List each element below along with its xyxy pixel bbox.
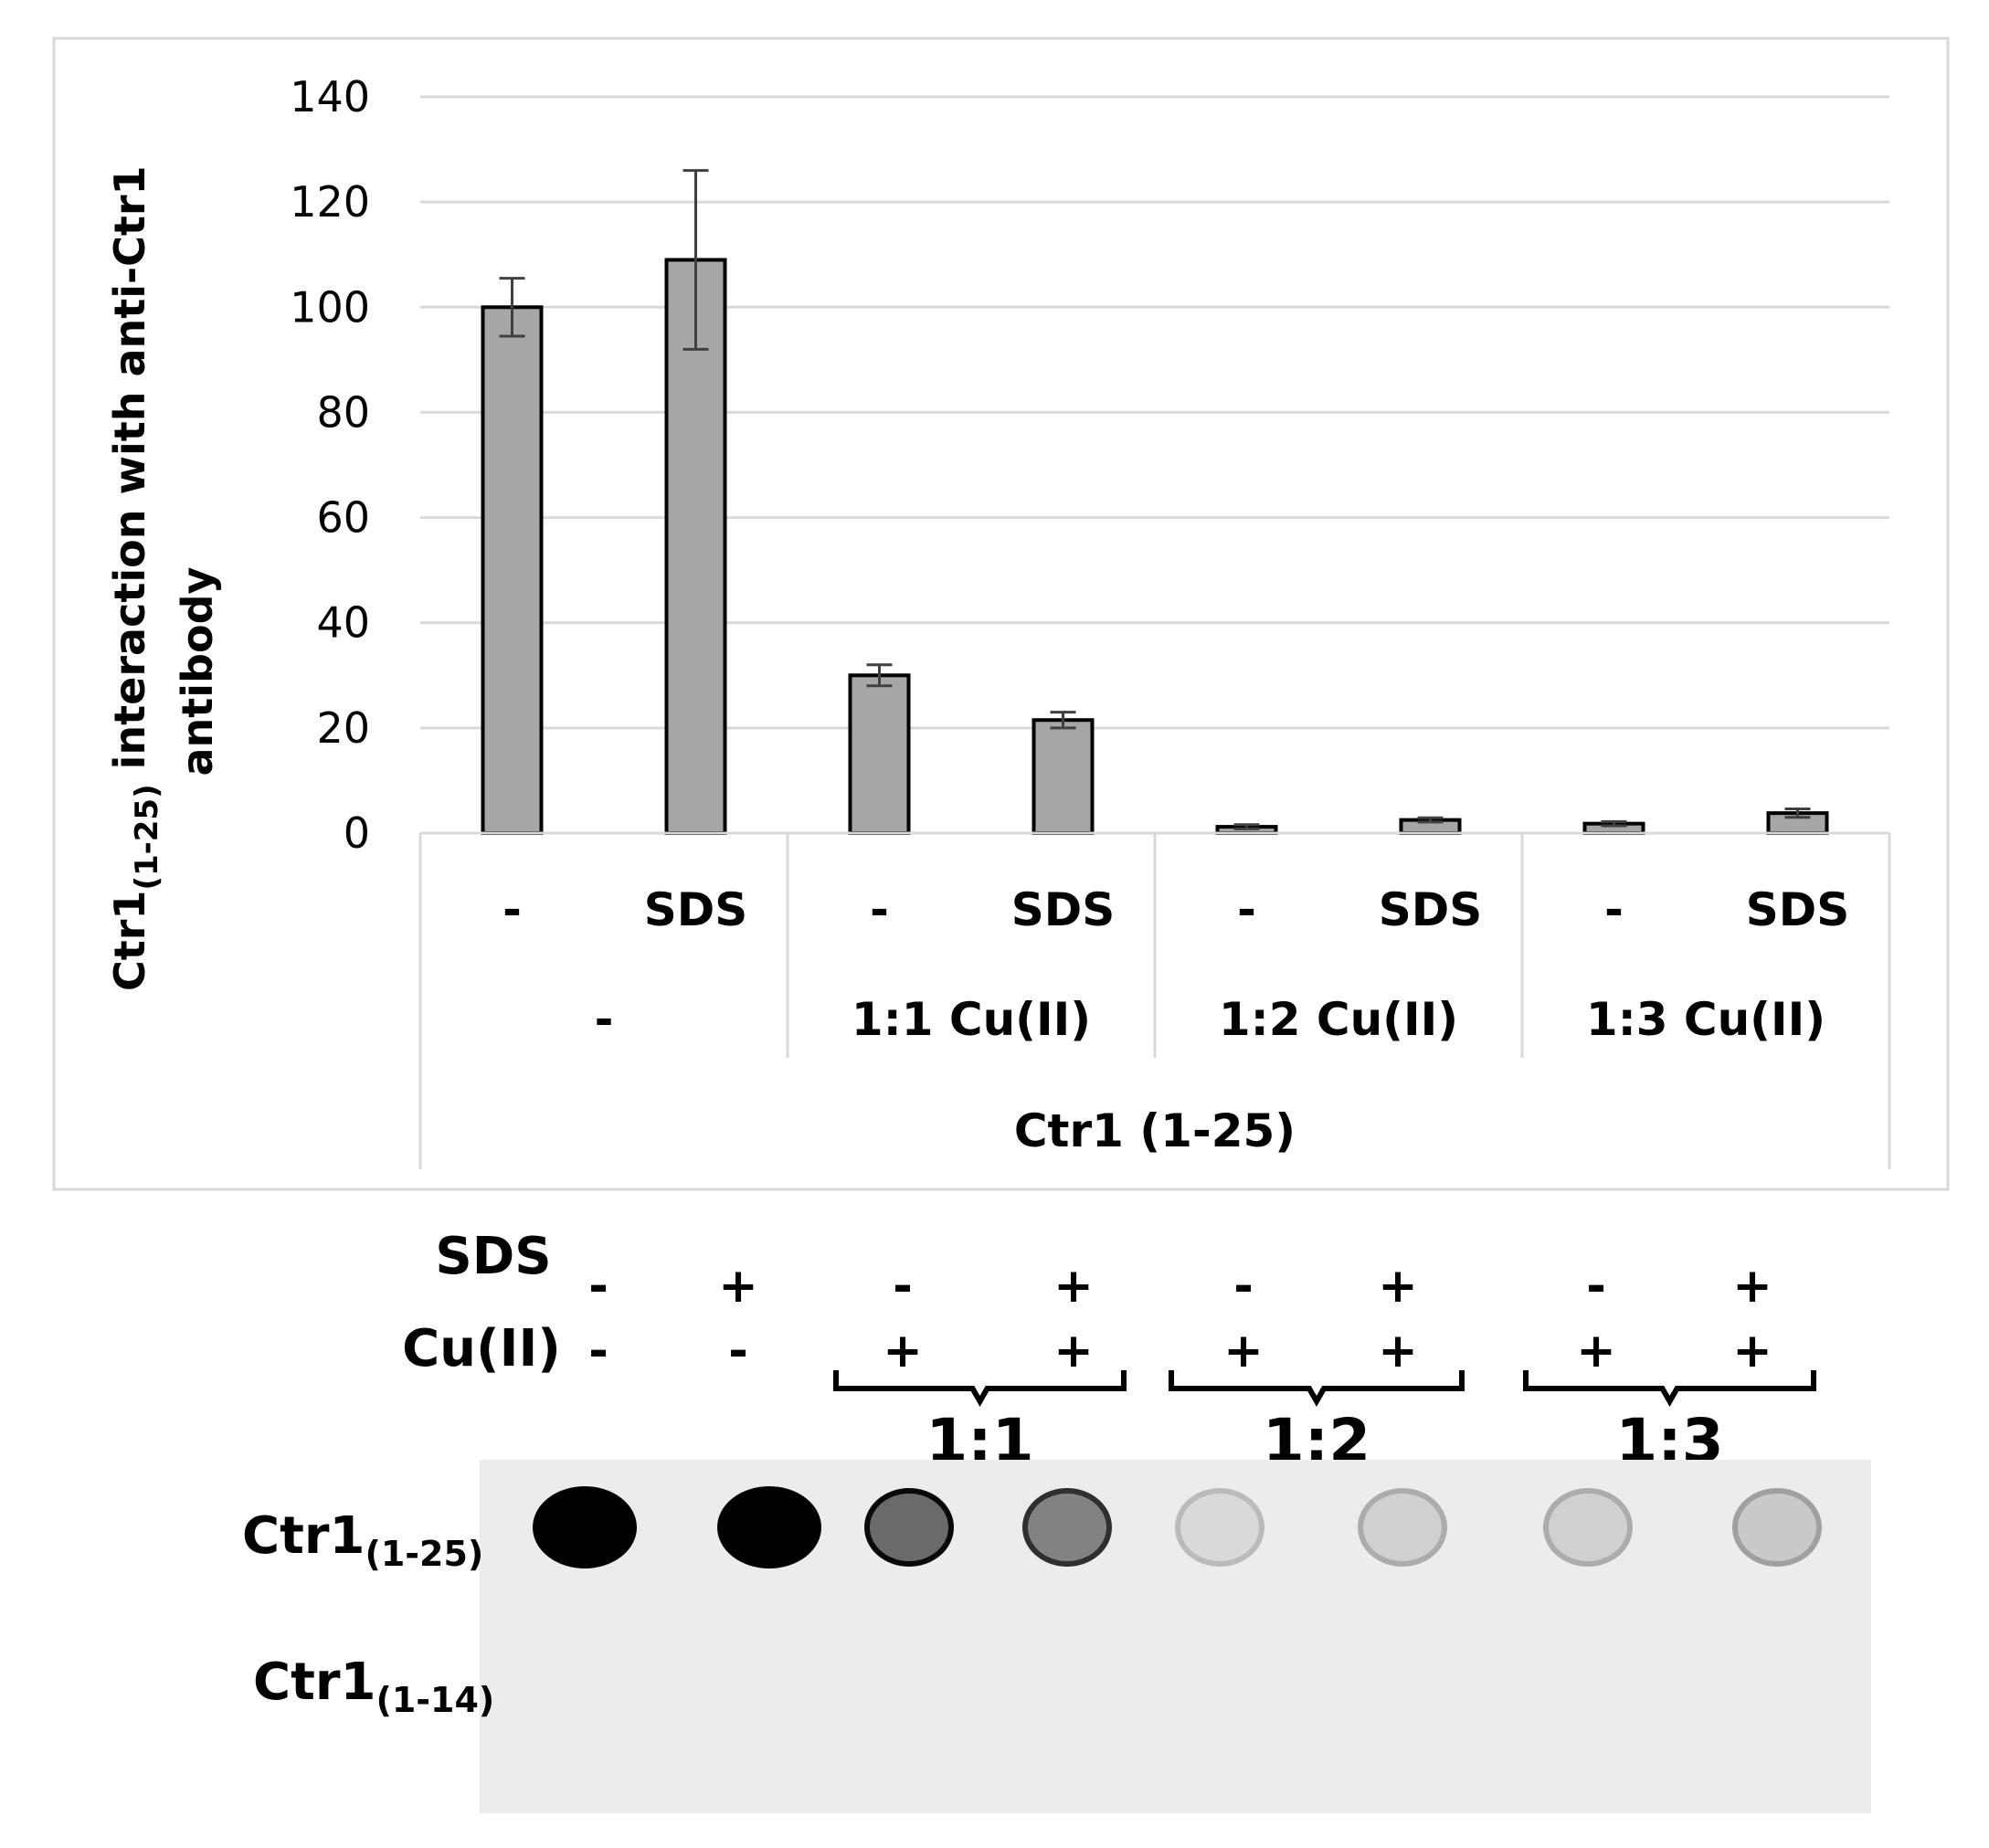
sds-sign: + [1053, 1259, 1094, 1314]
y-axis-label: Ctr1(1-25) interaction with anti-Ctr1 [105, 165, 165, 991]
error-bars [499, 169, 1811, 830]
cu-sign: + [1378, 1324, 1418, 1378]
sds-sign: + [1378, 1259, 1418, 1314]
x-tick-label: - [1237, 883, 1256, 936]
y-tick-label: 140 [290, 72, 370, 121]
blot-spot [1732, 1488, 1822, 1567]
y-tick-label: 0 [344, 808, 370, 858]
sds-sign: - [1586, 1259, 1606, 1314]
blot-spot [533, 1486, 637, 1568]
blot-spot [1022, 1488, 1112, 1567]
blot-spot [1175, 1488, 1264, 1567]
blot-spot [717, 1486, 821, 1568]
y-tick-labels: 0 20 40 60 80 100 120 140 [290, 72, 370, 858]
ratio-brace [1169, 1370, 1465, 1408]
x-tick-label: - [503, 883, 522, 936]
blot-membrane [480, 1460, 1871, 1813]
cu-sign: - [728, 1324, 748, 1378]
sds-sign: - [588, 1259, 608, 1314]
sds-sign: + [718, 1259, 758, 1314]
bar [1032, 718, 1095, 836]
y-tick-label: 120 [290, 177, 370, 227]
x-tick-label: - [870, 883, 889, 936]
cu-sign: + [1053, 1324, 1094, 1378]
y-tick-label: 40 [316, 598, 370, 648]
bar [664, 258, 727, 835]
cu-sign: + [1576, 1324, 1616, 1378]
cu-row-label: Cu(II) [402, 1319, 561, 1378]
spot-row-label-1: Ctr1(1-25) [242, 1506, 483, 1574]
x-group-label: 1:3 Cu(II) [1586, 993, 1825, 1046]
cu-sign: - [588, 1324, 608, 1378]
blot-spot [1543, 1488, 1633, 1567]
blot-spots [533, 1486, 1822, 1568]
blot-spot [864, 1488, 954, 1567]
y-axis-label-line2: antibody [173, 566, 222, 776]
y-tick-label: 60 [316, 493, 370, 543]
x-tick-label: SDS [1379, 883, 1483, 936]
x-group-label: - [595, 993, 614, 1046]
y-tick-label: 20 [316, 703, 370, 753]
chart-frame [52, 37, 1950, 1191]
sds-sign: - [1233, 1259, 1254, 1314]
ratio-brace [1523, 1370, 1816, 1408]
x-axis-table: - SDS - SDS - SDS - SDS - 1:1 Cu(II) 1:2 Cu(II) 1:3… [418, 831, 1891, 1169]
x-tick-label: SDS [1011, 883, 1116, 936]
x-tick-label: - [1604, 883, 1624, 936]
x-group-label: 1:1 Cu(II) [852, 993, 1091, 1046]
y-tick-label: 100 [290, 282, 370, 332]
spot-row-label-2: Ctr1(1-14) [253, 1653, 494, 1720]
x-tick-label: SDS [1746, 883, 1850, 936]
sds-sign: + [1732, 1259, 1772, 1314]
sds-signs: - + - + - + - + [588, 1259, 1772, 1314]
x-group-label: 1:2 Cu(II) [1219, 993, 1458, 1046]
cu-sign: + [1223, 1324, 1264, 1378]
cu-signs: - - + + + + + + [588, 1324, 1772, 1378]
x-tick-label: SDS [644, 883, 748, 936]
blot-spot [1358, 1488, 1447, 1567]
sds-sign: - [893, 1259, 913, 1314]
bar [848, 673, 911, 835]
ratio-brace [833, 1370, 1127, 1408]
sds-row-label: SDS [435, 1227, 551, 1286]
y-tick-label: 80 [316, 387, 370, 437]
x-axis-label: Ctr1 (1-25) [1014, 1104, 1296, 1157]
cu-sign: + [1732, 1324, 1772, 1378]
bar [481, 305, 544, 835]
cu-sign: + [883, 1324, 923, 1378]
bars [481, 258, 1829, 836]
